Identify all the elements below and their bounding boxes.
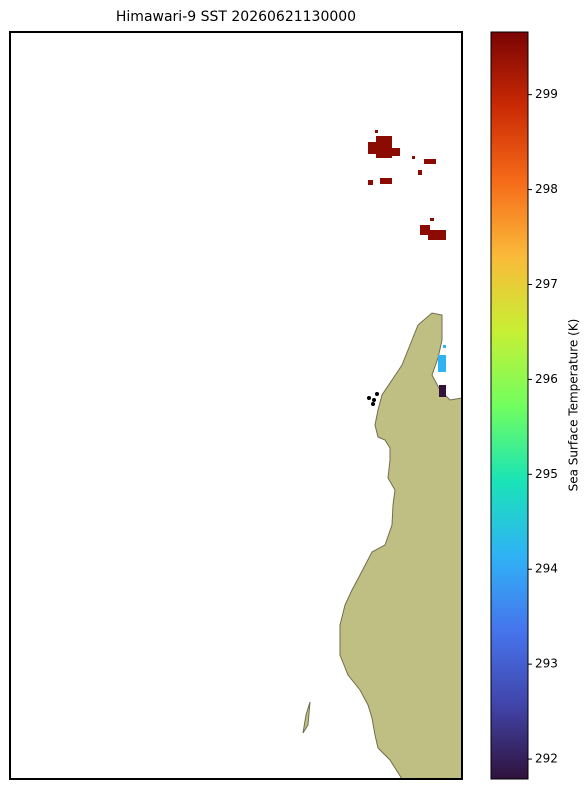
colorbar-tick-label: 299	[535, 87, 558, 101]
colorbar-tick-label: 296	[535, 372, 558, 386]
sst-patch-cool	[443, 345, 446, 348]
map	[302, 130, 462, 779]
colorbar-tick-label: 298	[535, 182, 558, 196]
island	[302, 701, 311, 734]
map-title: Himawari-9 SST 20260621130000	[116, 9, 356, 25]
sst-patch-cold	[439, 385, 446, 397]
colorbar-label: Sea Surface Temperature (K)	[567, 319, 581, 492]
dots	[367, 392, 379, 406]
sst-patches-warm	[368, 130, 446, 240]
colorbar-tick-label: 295	[535, 467, 558, 481]
colorbar	[490, 31, 529, 780]
sst-patch-cool	[438, 355, 446, 372]
map-frame	[9, 31, 463, 780]
colorbar-tick-label: 292	[535, 752, 558, 766]
land	[339, 312, 462, 779]
colorbar-tick-label: 297	[535, 277, 558, 291]
colorbar-tick-label: 293	[535, 657, 558, 671]
colorbar-tick-label: 294	[535, 562, 558, 576]
